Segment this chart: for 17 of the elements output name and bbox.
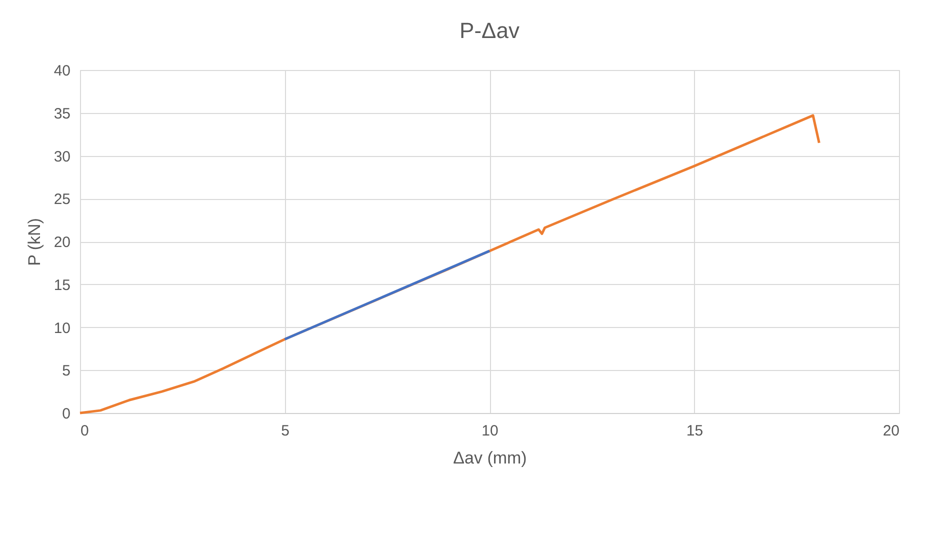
x-tick-label: 0 [80, 422, 89, 440]
y-tick-label: 30 [54, 148, 70, 166]
y-tick-label: 5 [62, 362, 70, 380]
x-tick-label: 10 [482, 422, 498, 440]
y-tick-label: 10 [54, 320, 70, 337]
x-axis-title: Δav (mm) [453, 448, 527, 468]
y-tick-label: 25 [54, 191, 70, 208]
y-tick-label: 40 [54, 62, 70, 80]
x-tick-label: 20 [882, 422, 900, 440]
y-tick-label: 15 [54, 276, 70, 294]
y-tick-label: 35 [54, 105, 70, 122]
y-tick-label: 0 [62, 406, 70, 422]
y-tick-label: 20 [54, 234, 70, 251]
chart-title: P-Δav [460, 18, 520, 43]
y-axis-title: P (kN) [24, 218, 44, 266]
x-tick-label: 5 [281, 422, 290, 440]
x-tick-label: 15 [686, 422, 704, 440]
